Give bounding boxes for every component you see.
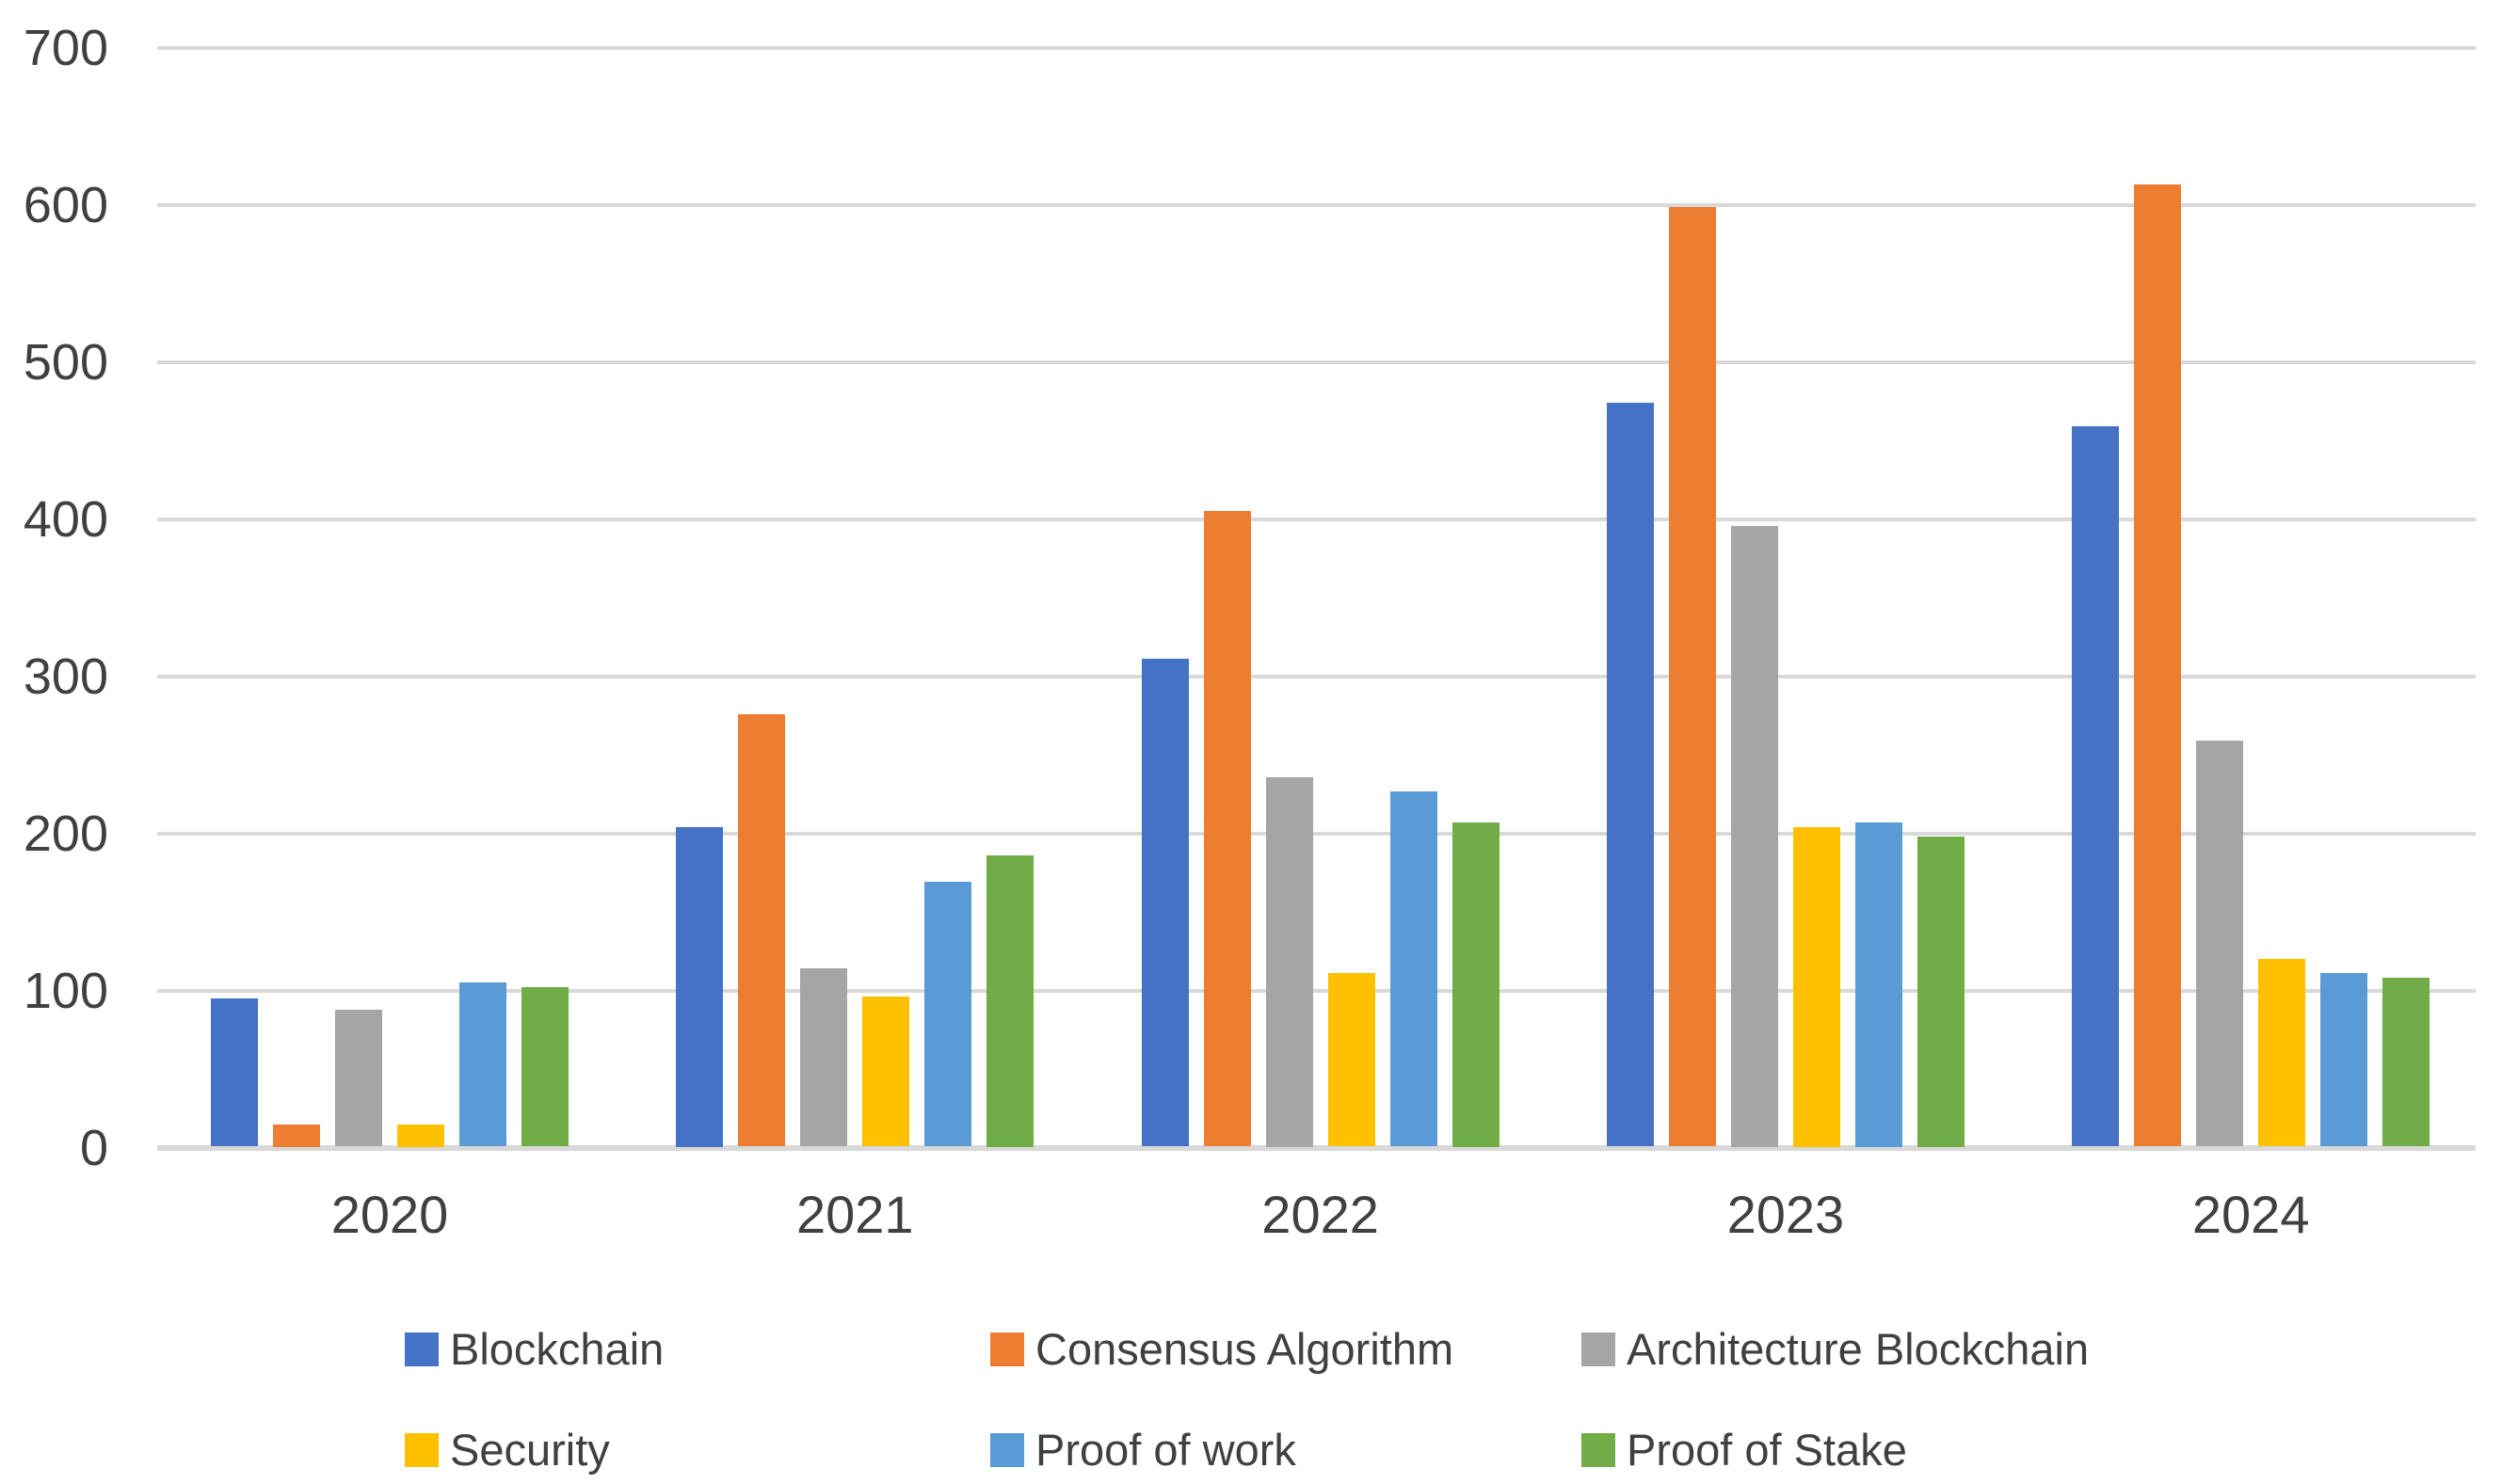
legend-label: Proof of Stake — [1627, 1425, 1907, 1475]
x-axis-category-label: 2023 — [1726, 1184, 1845, 1244]
y-axis-tick-label: 100 — [23, 962, 108, 1019]
gridline — [157, 517, 2476, 521]
bar-consensus-algorithm-2024 — [2134, 184, 2182, 1147]
bar-proof-of-stake-2023 — [1917, 837, 1965, 1147]
bar-proof-of-stake-2024 — [2382, 978, 2430, 1147]
x-axis-category-label: 2020 — [330, 1184, 449, 1244]
x-axis-baseline — [157, 1144, 2476, 1151]
legend-label: Proof of work — [1035, 1425, 1296, 1475]
bar-consensus-algorithm-2023 — [1668, 206, 1716, 1147]
x-axis-category-label: 2021 — [796, 1184, 914, 1244]
legend-swatch-icon — [1581, 1432, 1615, 1467]
legend-item-security: Security — [405, 1424, 610, 1476]
legend-label: Blockchain — [450, 1324, 665, 1374]
bar-proof-of-work-2021 — [924, 882, 972, 1147]
legend-label: Consensus Algorithm — [1035, 1324, 1454, 1374]
legend-label: Security — [450, 1425, 610, 1475]
bar-proof-of-work-2020 — [459, 982, 506, 1147]
legend-swatch-icon — [990, 1332, 1024, 1366]
gridline — [157, 831, 2476, 836]
gridline — [157, 46, 2476, 50]
bar-security-2022 — [1327, 973, 1375, 1147]
bar-consensus-algorithm-2020 — [273, 1124, 320, 1147]
legend-item-consensus-algorithm: Consensus Algorithm — [990, 1323, 1453, 1375]
bar-blockchain-2023 — [1606, 403, 1654, 1147]
legend-item-proof-of-stake: Proof of Stake — [1581, 1424, 1907, 1476]
bar-consensus-algorithm-2022 — [1203, 511, 1251, 1147]
bar-proof-of-stake-2021 — [986, 855, 1034, 1147]
legend-swatch-icon — [405, 1332, 439, 1366]
bar-proof-of-work-2023 — [1854, 822, 1902, 1147]
bar-security-2020 — [397, 1124, 444, 1147]
gridline — [157, 674, 2476, 678]
bar-proof-of-work-2022 — [1389, 790, 1437, 1147]
y-axis-tick-label: 0 — [79, 1119, 108, 1176]
legend-swatch-icon — [1581, 1332, 1615, 1366]
bar-proof-of-work-2024 — [2320, 973, 2368, 1147]
bar-proof-of-stake-2022 — [1451, 822, 1500, 1147]
bar-proof-of-stake-2020 — [521, 987, 569, 1147]
bar-architecture-blockchain-2020 — [335, 1009, 382, 1147]
y-axis-tick-label: 700 — [23, 20, 108, 76]
bar-blockchain-2020 — [211, 997, 258, 1147]
bar-security-2023 — [1792, 827, 1840, 1147]
bar-security-2024 — [2258, 959, 2306, 1147]
legend-item-architecture-blockchain: Architecture Blockchain — [1581, 1323, 2089, 1375]
legend-item-blockchain: Blockchain — [405, 1323, 664, 1375]
legend-label: Architecture Blockchain — [1627, 1324, 2090, 1374]
bar-architecture-blockchain-2022 — [1265, 776, 1313, 1147]
gridline — [157, 988, 2476, 993]
y-axis-tick-label: 300 — [23, 647, 108, 705]
bar-blockchain-2022 — [1141, 659, 1189, 1147]
gridline — [157, 202, 2476, 207]
y-axis-tick-label: 400 — [23, 490, 108, 548]
bar-architecture-blockchain-2021 — [800, 968, 848, 1147]
bar-blockchain-2021 — [676, 827, 724, 1147]
legend-swatch-icon — [405, 1432, 439, 1467]
x-axis-category-label: 2024 — [2191, 1184, 2310, 1244]
bar-architecture-blockchain-2024 — [2196, 741, 2244, 1147]
legend-item-proof-of-work: Proof of work — [990, 1424, 1296, 1476]
bar-architecture-blockchain-2023 — [1730, 525, 1778, 1147]
y-axis-tick-label: 200 — [23, 805, 108, 862]
y-axis-tick-label: 600 — [23, 176, 108, 233]
x-axis-category-label: 2022 — [1261, 1184, 1379, 1244]
bar-consensus-algorithm-2021 — [738, 713, 786, 1147]
bar-blockchain-2024 — [2072, 426, 2120, 1147]
bar-security-2021 — [862, 997, 910, 1147]
legend-swatch-icon — [990, 1432, 1024, 1467]
y-axis-tick-label: 500 — [23, 333, 108, 391]
gridline — [157, 359, 2476, 364]
